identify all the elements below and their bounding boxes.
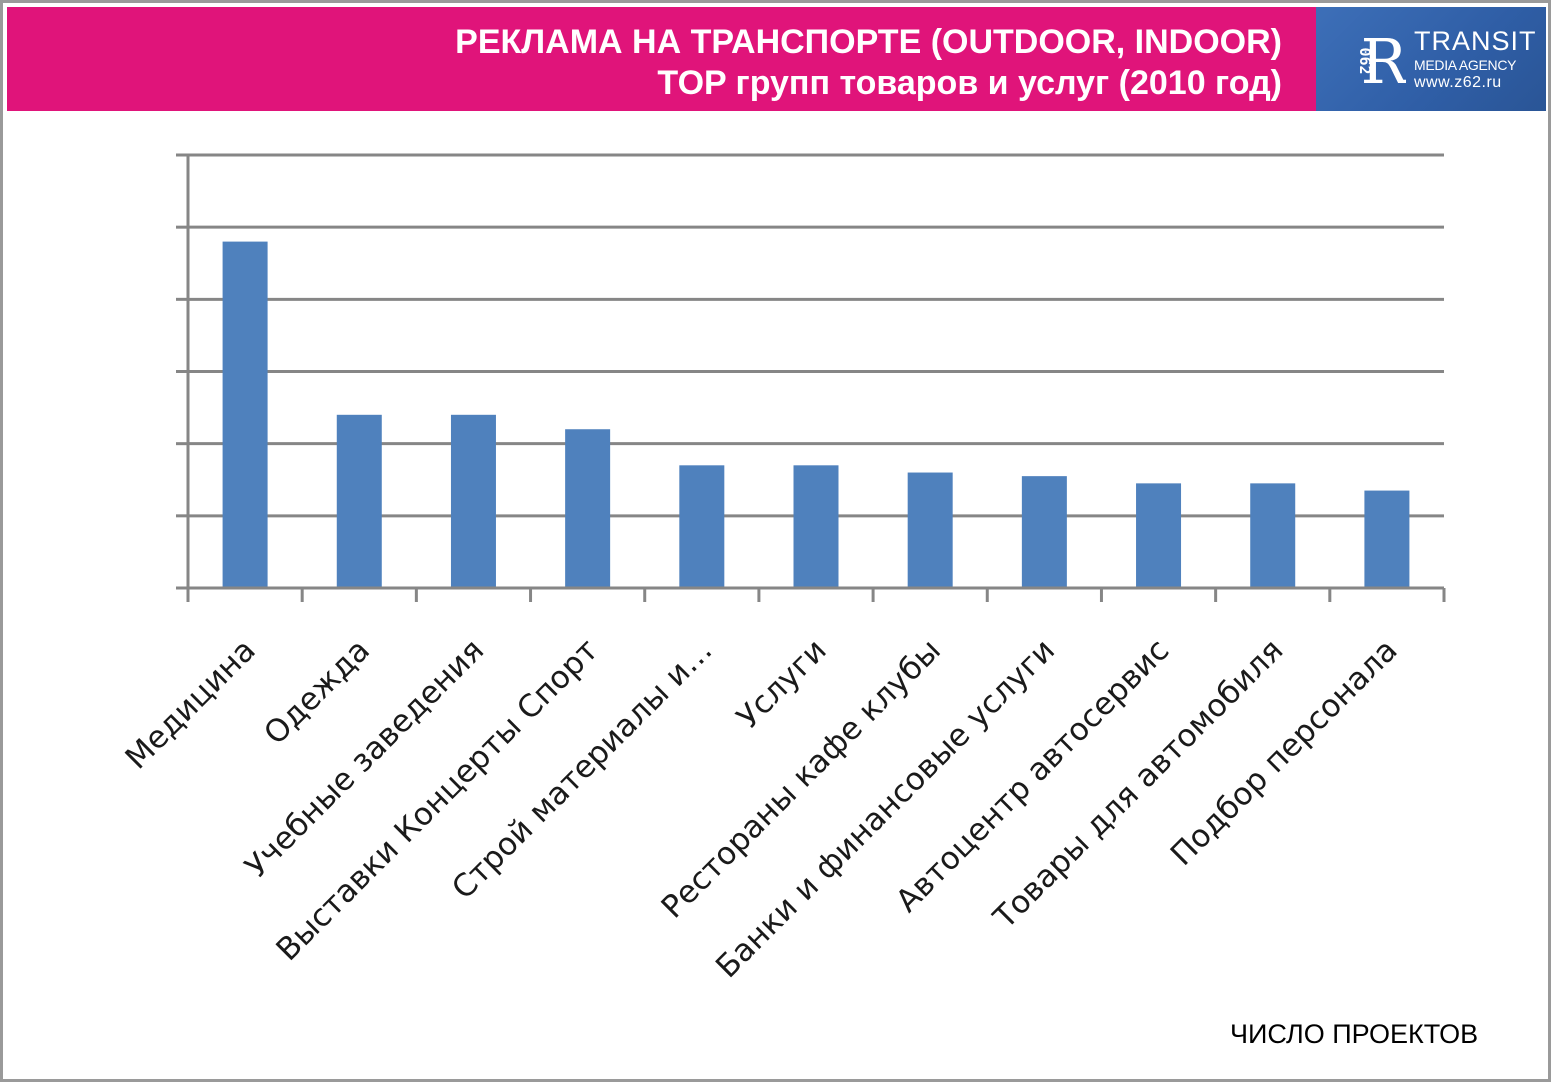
logo-mark-digits: 062 <box>1356 47 1374 74</box>
category-label: Медицина <box>119 632 263 776</box>
units-caption: ЧИСЛО ПРОЕКТОВ <box>1230 1019 1479 1049</box>
category-label: Одежда <box>257 632 377 752</box>
bar <box>907 472 953 588</box>
bar <box>450 414 496 588</box>
bar <box>1021 476 1067 588</box>
agency-logo: 062 R TRANSIT MEDIA AGENCY www.z62.ru <box>1316 7 1546 111</box>
bar <box>565 429 611 588</box>
bar <box>1250 483 1296 588</box>
header-bar: РЕКЛАМА НА ТРАНСПОРТЕ (OUTDOOR, INDOOR) … <box>7 7 1316 111</box>
category-label: Подбор персонала <box>1164 632 1405 873</box>
agency-logo-mark: 062 R <box>1356 25 1406 97</box>
category-label: Услуги <box>730 632 834 736</box>
chart-bars <box>222 241 1410 588</box>
slide-subtitle: TOP групп товаров и услуг (2010 год) <box>657 64 1282 102</box>
bar <box>1136 483 1182 588</box>
chart-gridlines <box>188 153 1444 518</box>
logo-subtitle: MEDIA AGENCY <box>1414 57 1517 73</box>
bar <box>336 414 382 588</box>
chart-axes <box>176 153 1446 602</box>
bar <box>1364 490 1410 588</box>
bar <box>222 241 268 588</box>
logo-mark-letter: R <box>1361 25 1406 97</box>
bar <box>793 465 839 588</box>
slide-title: РЕКЛАМА НА ТРАНСПОРТЕ (OUTDOOR, INDOOR) <box>455 23 1282 61</box>
bar <box>679 465 725 588</box>
logo-url: www.z62.ru <box>1414 74 1502 91</box>
logo-name: TRANSIT <box>1414 26 1537 56</box>
